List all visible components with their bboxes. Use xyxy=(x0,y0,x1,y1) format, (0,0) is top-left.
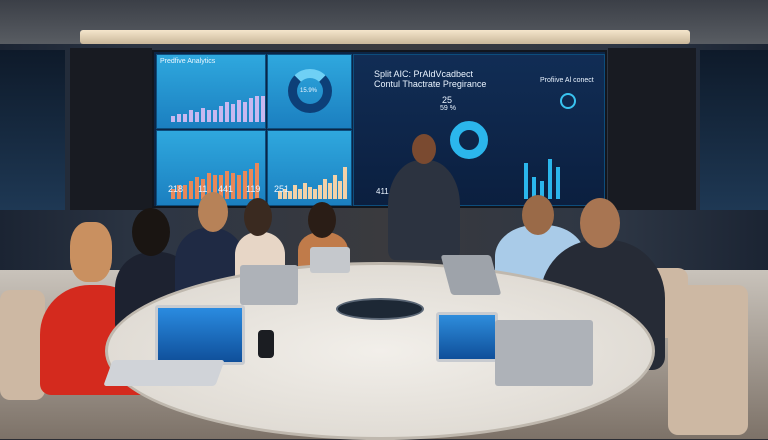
window-city-view xyxy=(0,50,65,210)
donut-panel: 15.9% xyxy=(267,54,352,129)
bottom-number: 411 xyxy=(376,187,389,196)
chart-bar xyxy=(288,191,292,199)
laptop-screen xyxy=(155,305,245,365)
chart-bar xyxy=(255,96,259,122)
chart-bar xyxy=(195,177,199,199)
donut-chart xyxy=(288,69,332,113)
chart-bar xyxy=(524,163,528,199)
chart-bar xyxy=(298,189,302,199)
chart-bar xyxy=(207,110,211,122)
chair xyxy=(0,290,45,400)
stat-number: 119 xyxy=(246,184,261,194)
person-head xyxy=(198,192,228,232)
chart-bar xyxy=(201,108,205,122)
chart-bar xyxy=(540,181,544,199)
summary-panel: Split AIC: PrAldVcadbect Contul Thactrat… xyxy=(353,54,605,206)
laptop-back xyxy=(310,247,350,273)
chart-bar xyxy=(207,173,211,199)
chair xyxy=(668,285,748,435)
chart-bar xyxy=(323,179,327,199)
chart-bar xyxy=(556,167,560,199)
chart-bar xyxy=(219,175,223,199)
stat-b: 59 % xyxy=(440,105,456,112)
chart-bar xyxy=(189,181,193,199)
conference-speaker xyxy=(336,298,424,320)
small-bar-panel xyxy=(267,130,352,206)
laptop-back xyxy=(495,320,593,386)
chart-bar xyxy=(278,191,282,199)
chart-bar xyxy=(171,116,175,122)
stat-number: 11 xyxy=(198,184,208,194)
chart-bar xyxy=(237,175,241,199)
chart-bar xyxy=(318,185,322,199)
chart-bar xyxy=(343,167,347,199)
orange-bar-panel xyxy=(156,130,266,206)
chart-bar xyxy=(261,96,265,122)
cup xyxy=(258,330,274,358)
chart-bar xyxy=(249,169,253,199)
chart-bar xyxy=(177,185,181,199)
chart-bar xyxy=(213,110,217,122)
chart-bar xyxy=(237,100,241,122)
summary-right-label: Profiive Al conect xyxy=(540,77,594,84)
laptop-screen xyxy=(436,312,498,362)
laptop-back xyxy=(240,265,298,305)
chart-bar xyxy=(183,114,187,122)
chart-bar xyxy=(213,175,217,199)
chart-bar xyxy=(255,163,259,199)
person-head xyxy=(580,198,620,248)
chart-bar xyxy=(313,189,317,199)
summary-title: Split AIC: PrAldVcadbect xyxy=(374,69,474,79)
display-wall: Predfive Analytics 15.9% Split AIC: PrAl… xyxy=(152,50,607,208)
chart-bar xyxy=(243,102,247,122)
ceiling-light xyxy=(80,30,690,44)
chart-bar xyxy=(231,173,235,199)
chart-bar xyxy=(548,159,552,199)
chart-bar xyxy=(243,171,247,199)
chart-bar xyxy=(303,183,307,199)
chart-bar xyxy=(195,112,199,122)
person-head xyxy=(132,208,170,256)
person-head xyxy=(244,198,272,236)
presenter xyxy=(388,160,460,260)
stat-number: 218 xyxy=(168,184,184,194)
chart-bar xyxy=(183,185,187,199)
stat-number: 441 xyxy=(218,184,234,194)
person-head xyxy=(70,222,112,282)
presenter-head xyxy=(412,134,436,164)
panel-title: Predfive Analytics xyxy=(160,58,216,65)
chart-bar xyxy=(225,102,229,122)
chart-bar xyxy=(171,189,175,199)
summary-subtitle: Contul Thactrate Pregirance xyxy=(374,79,487,89)
chart-bar xyxy=(333,175,337,199)
chart-bar xyxy=(189,110,193,122)
chart-bar xyxy=(249,98,253,122)
chart-bar xyxy=(283,189,287,199)
person-head xyxy=(308,202,336,238)
chart-bar xyxy=(308,187,312,199)
stat-number: 251 xyxy=(274,184,290,194)
curtain xyxy=(608,48,696,210)
chart-bar xyxy=(231,104,235,122)
chart-bar xyxy=(225,171,229,199)
chart-bar xyxy=(293,185,297,199)
donut-chart xyxy=(450,121,488,159)
laptop-back xyxy=(440,255,502,295)
globe-icon xyxy=(560,93,576,109)
chart-bar xyxy=(177,114,181,122)
window-city-view xyxy=(700,50,768,210)
stat-a: 25 xyxy=(442,95,453,105)
curtain xyxy=(70,48,152,210)
chart-bar xyxy=(532,177,536,199)
chart-bar xyxy=(201,179,205,199)
laptop-keyboard xyxy=(103,360,225,386)
bar-chart-panel: Predfive Analytics xyxy=(156,54,266,129)
donut-label: 15.9% xyxy=(300,88,318,94)
chart-bar xyxy=(219,106,223,122)
person-head xyxy=(522,195,554,235)
chart-bar xyxy=(328,183,332,199)
chart-bar xyxy=(338,181,342,199)
